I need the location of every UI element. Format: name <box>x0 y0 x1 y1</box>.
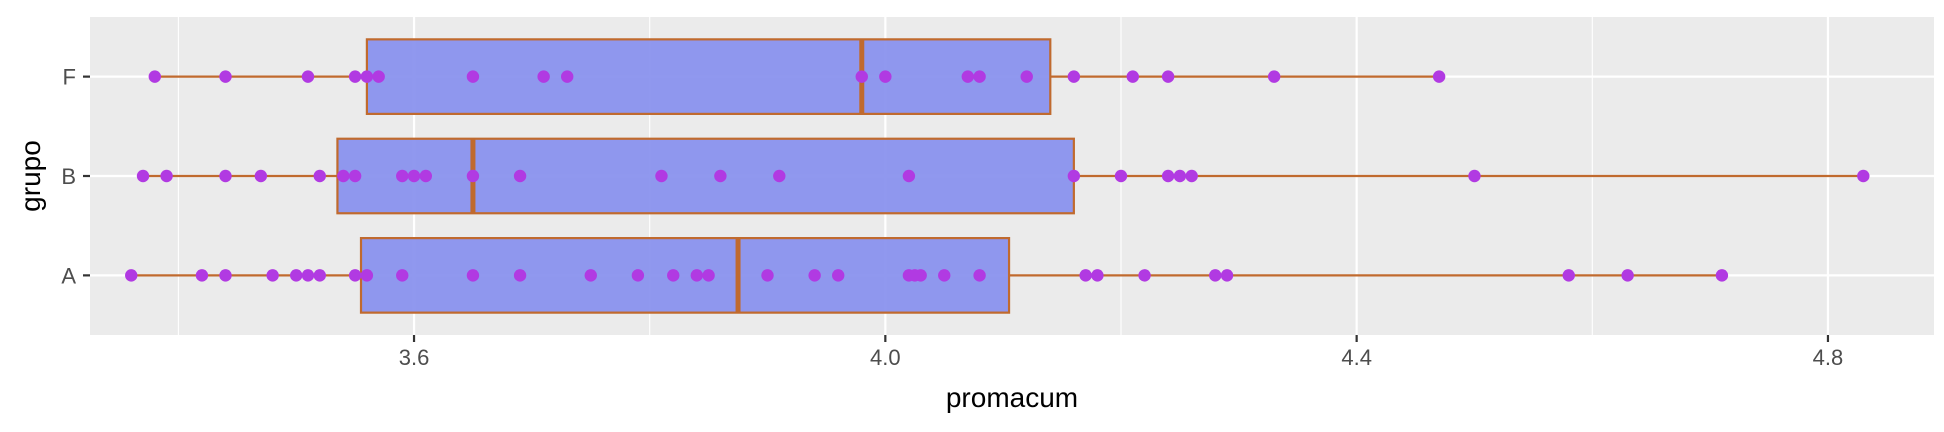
data-point <box>1126 70 1139 83</box>
data-point <box>254 169 268 183</box>
x-tick-label: 4.0 <box>870 345 901 370</box>
data-point <box>337 169 350 183</box>
data-point <box>1562 269 1575 282</box>
box-group-F <box>154 38 1440 115</box>
data-point <box>266 269 279 282</box>
data-point <box>160 169 173 183</box>
data-point <box>1173 169 1187 183</box>
data-point <box>1468 169 1481 183</box>
data-point <box>148 70 162 83</box>
data-point <box>301 70 315 83</box>
data-point <box>396 269 409 282</box>
data-point <box>1020 70 1033 83</box>
data-point <box>313 269 326 282</box>
data-point <box>513 169 527 183</box>
data-point <box>466 169 480 183</box>
data-point <box>584 269 597 282</box>
data-point <box>348 269 362 282</box>
data-point <box>219 70 232 83</box>
data-point <box>1267 70 1281 83</box>
data-point <box>667 269 680 282</box>
data-point <box>561 70 574 83</box>
data-point <box>714 169 727 183</box>
y-tick-label: F <box>63 65 76 90</box>
data-point <box>419 169 433 183</box>
data-point <box>289 269 303 282</box>
data-point <box>466 269 480 282</box>
data-point <box>1067 169 1081 183</box>
data-point <box>690 269 704 282</box>
box-rect <box>365 38 1052 115</box>
data-point <box>537 70 550 83</box>
data-point <box>702 269 715 282</box>
data-point <box>301 269 315 282</box>
data-point <box>902 169 916 183</box>
data-point <box>1621 269 1634 282</box>
data-point <box>761 269 774 282</box>
data-point <box>360 269 374 282</box>
data-point <box>832 269 845 282</box>
data-point <box>855 70 868 83</box>
data-point <box>808 269 821 282</box>
data-point <box>1079 269 1092 282</box>
data-point <box>879 70 892 83</box>
box-rect <box>336 137 1075 215</box>
data-point <box>961 70 975 83</box>
data-point <box>372 70 385 83</box>
data-point <box>773 169 786 183</box>
data-point <box>1161 169 1175 183</box>
data-point <box>655 169 668 183</box>
x-tick-label: 3.6 <box>399 345 430 370</box>
data-point <box>466 70 480 83</box>
data-point <box>914 269 927 282</box>
data-point <box>1138 269 1151 282</box>
data-point <box>1220 269 1234 282</box>
data-point <box>1161 70 1175 83</box>
data-point <box>631 269 645 282</box>
data-point <box>1067 70 1081 83</box>
data-point <box>1432 70 1446 83</box>
data-point <box>1091 269 1104 282</box>
data-point <box>360 70 374 83</box>
data-point <box>396 169 409 183</box>
x-tick-label: 4.8 <box>1813 345 1844 370</box>
data-point <box>136 169 150 183</box>
data-point <box>973 269 986 282</box>
x-axis-title: promacum <box>946 382 1078 413</box>
data-point <box>195 269 209 282</box>
data-point <box>348 70 362 83</box>
data-point <box>1185 169 1198 183</box>
data-point <box>125 269 138 282</box>
data-point <box>513 269 527 282</box>
points-layer <box>125 70 1870 282</box>
data-point <box>1209 269 1222 282</box>
data-point <box>348 169 362 183</box>
data-point <box>938 269 951 282</box>
y-axis-title: grupo <box>15 140 46 212</box>
y-axis: A B F <box>61 65 90 288</box>
y-tick-label: A <box>61 263 76 288</box>
data-point <box>407 169 421 183</box>
y-tick-label: B <box>61 164 76 189</box>
x-axis: 3.6 4.0 4.4 4.8 <box>399 335 1844 370</box>
data-point <box>1114 169 1128 183</box>
data-point <box>219 169 232 183</box>
data-point <box>973 70 986 83</box>
x-tick-label: 4.4 <box>1341 345 1372 370</box>
data-point <box>1857 169 1870 183</box>
data-point <box>313 169 326 183</box>
data-point <box>1715 269 1729 282</box>
data-point <box>219 269 232 282</box>
